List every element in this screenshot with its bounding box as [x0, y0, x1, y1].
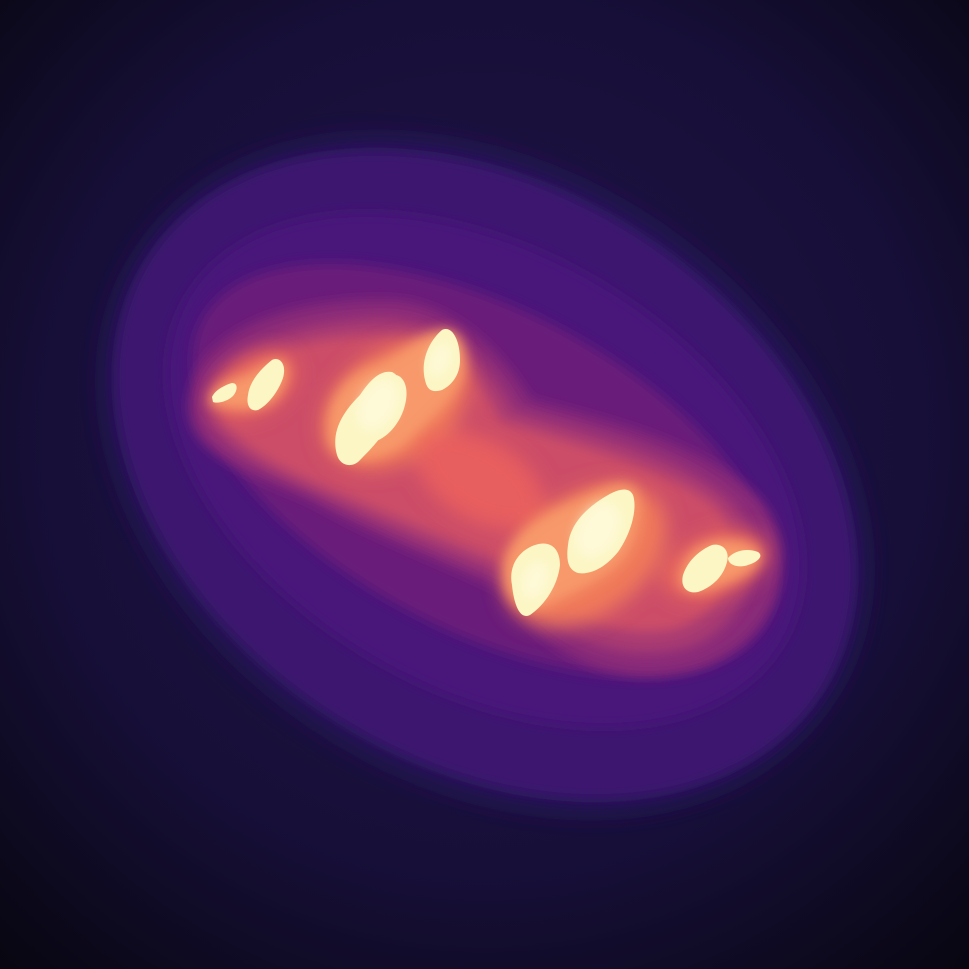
lobe-highlight	[357, 342, 621, 600]
